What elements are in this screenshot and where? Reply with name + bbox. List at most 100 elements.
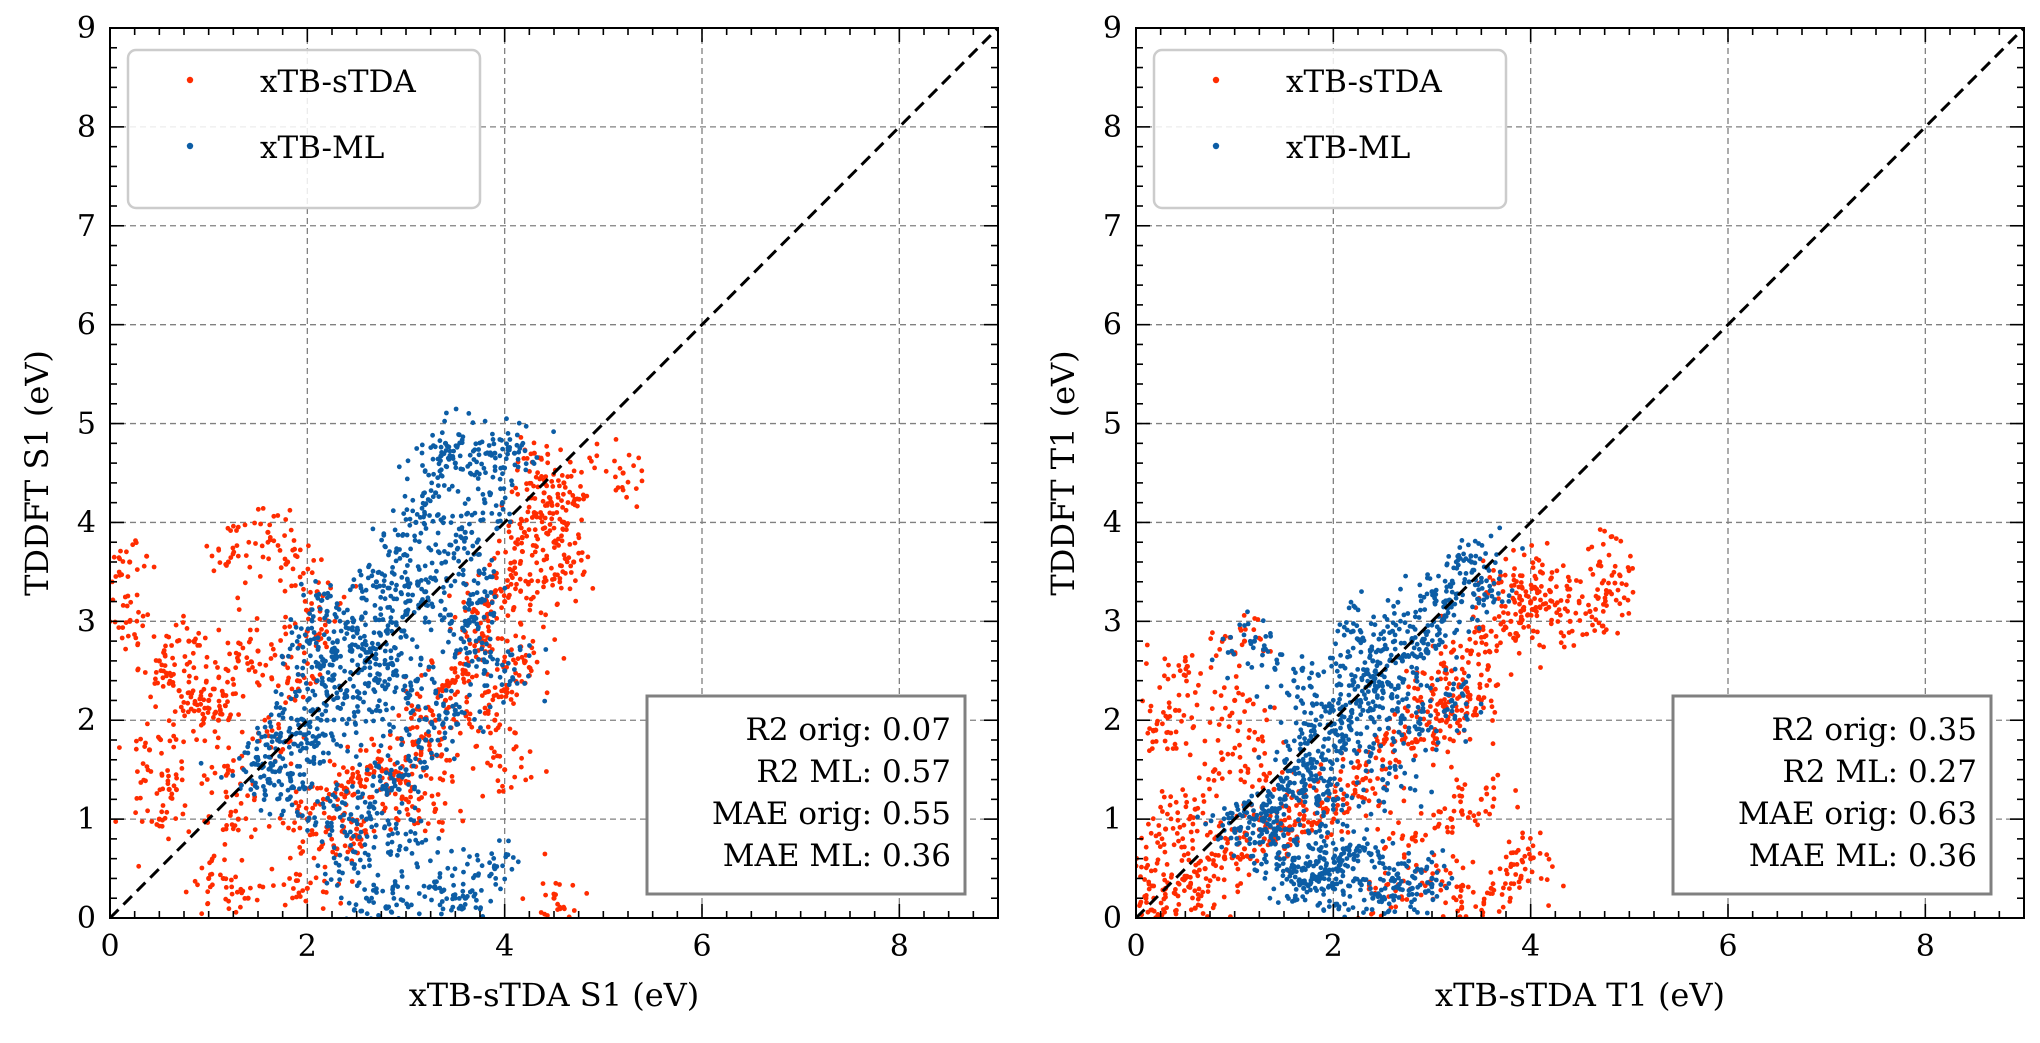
data-point-cloud	[251, 797, 257, 803]
data-point-cloud	[479, 693, 485, 698]
data-point-cloud	[1293, 720, 1299, 726]
x-tick-label: 0	[100, 929, 119, 964]
data-point-cloud	[296, 634, 302, 640]
data-point-cloud	[375, 570, 381, 575]
data-point-cloud	[1628, 553, 1633, 559]
data-point-cloud	[332, 794, 338, 800]
data-point-cloud	[484, 683, 490, 688]
data-point-cloud	[329, 678, 335, 683]
data-point-cloud	[358, 783, 364, 789]
data-point-cloud	[1525, 846, 1531, 852]
data-point-cloud	[215, 735, 221, 741]
data-point-cloud	[125, 633, 131, 639]
data-point-cloud	[1539, 584, 1544, 589]
data-point-cloud	[276, 721, 281, 727]
data-point-cloud	[407, 758, 413, 764]
data-point-cloud	[1565, 574, 1571, 580]
data-point-cloud	[1148, 830, 1154, 836]
data-point-cloud	[412, 533, 417, 539]
data-point-cloud	[440, 722, 445, 728]
data-point-cloud	[1462, 782, 1468, 787]
data-point-cloud	[474, 673, 479, 679]
data-point-cloud	[1168, 816, 1174, 822]
data-point-cloud	[1299, 779, 1305, 785]
data-point-cloud	[187, 659, 193, 665]
data-point-cloud	[225, 679, 230, 685]
data-point-cloud	[1491, 785, 1497, 791]
data-point-cloud	[113, 819, 119, 824]
data-point-cloud	[499, 437, 504, 443]
data-point-cloud	[1484, 890, 1490, 896]
data-point-cloud	[340, 701, 346, 707]
data-point-cloud	[1558, 630, 1564, 636]
data-point-cloud	[1436, 642, 1442, 648]
data-point-cloud	[569, 919, 574, 924]
data-point-cloud	[1204, 832, 1210, 838]
data-point-cloud	[498, 886, 503, 892]
data-point-cloud	[1436, 573, 1441, 579]
data-point-cloud	[410, 725, 416, 730]
data-point-cloud	[1313, 717, 1319, 723]
data-point-cloud	[1363, 749, 1369, 754]
data-point-cloud	[458, 808, 463, 814]
data-point-cloud	[1529, 855, 1535, 861]
data-point-cloud	[440, 688, 445, 694]
data-point-cloud	[435, 475, 441, 481]
data-point-cloud	[461, 847, 466, 852]
data-point-cloud	[503, 852, 509, 857]
data-point-cloud	[568, 473, 574, 479]
data-point-cloud	[365, 575, 371, 581]
data-point-cloud	[455, 674, 460, 680]
data-point-cloud	[1194, 828, 1200, 834]
data-point-cloud	[1351, 748, 1357, 753]
data-point-cloud	[1615, 587, 1621, 593]
data-point-cloud	[1522, 853, 1528, 859]
data-point-cloud	[636, 455, 642, 461]
data-point-cloud	[1401, 677, 1407, 682]
data-point-cloud	[441, 703, 446, 709]
data-point-cloud	[315, 647, 321, 652]
data-point-cloud	[1235, 728, 1241, 734]
data-point-cloud	[1484, 594, 1490, 600]
data-point-cloud	[209, 858, 215, 864]
data-point-cloud	[1490, 741, 1496, 747]
data-point-cloud	[1437, 728, 1443, 734]
data-point-cloud	[1456, 785, 1461, 790]
data-point-cloud	[1588, 566, 1593, 572]
data-point-cloud	[196, 630, 202, 636]
data-point-cloud	[204, 777, 210, 782]
data-point-cloud	[349, 861, 355, 866]
data-point-cloud	[254, 616, 260, 621]
data-point-cloud	[1356, 934, 1361, 939]
data-point-cloud	[1137, 901, 1143, 907]
data-point-cloud	[565, 521, 571, 526]
data-point-cloud	[390, 672, 396, 678]
data-point	[373, 579, 379, 585]
data-point-cloud	[402, 683, 408, 689]
x-axis-label: xTB-sTDA S1 (eV)	[409, 976, 699, 1014]
data-point-cloud	[521, 635, 526, 640]
data-point-cloud	[437, 468, 443, 474]
y-tick-label: 8	[77, 110, 96, 145]
data-point-cloud	[1472, 708, 1478, 714]
data-point-cloud	[1167, 802, 1173, 808]
data-point-cloud	[1531, 628, 1536, 634]
data-point-cloud	[235, 827, 241, 833]
data-point-cloud	[321, 663, 326, 669]
x-tick-label: 6	[692, 929, 711, 964]
data-point-cloud	[1548, 621, 1554, 627]
data-point-cloud	[245, 744, 251, 750]
data-point-cloud	[258, 774, 263, 780]
data-point-cloud	[408, 680, 413, 686]
data-point-cloud	[233, 909, 239, 915]
data-point-cloud	[458, 534, 463, 540]
data-point-cloud	[413, 837, 419, 843]
data-point-cloud	[236, 712, 242, 717]
data-point-cloud	[465, 894, 470, 899]
data-point-cloud	[1434, 736, 1440, 742]
data-point-cloud	[1520, 546, 1525, 551]
data-point-cloud	[1436, 821, 1442, 827]
data-point-cloud	[1458, 799, 1463, 805]
data-point-cloud	[307, 696, 312, 701]
data-point-cloud	[441, 483, 447, 488]
